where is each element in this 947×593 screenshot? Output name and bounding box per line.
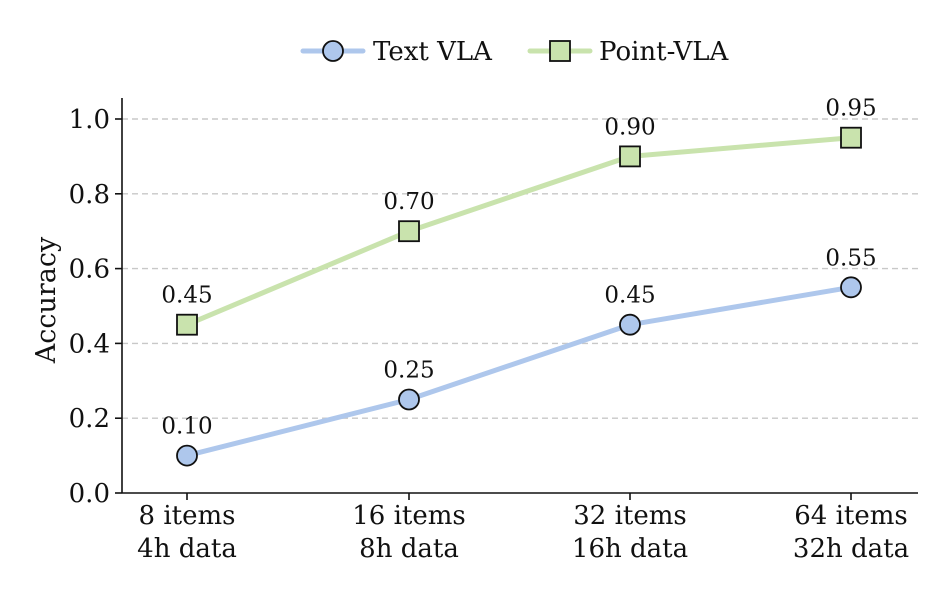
legend-marker-square	[549, 40, 571, 62]
x-tick-label: 64 items 32h data	[793, 501, 909, 564]
series-line-point-vla	[184, 135, 854, 328]
data-point	[398, 220, 420, 243]
y-tick-label: 0.0	[69, 479, 110, 509]
x-tick-label-line: 8 items	[139, 501, 236, 531]
x-tick-label: 32 items 16h data	[572, 501, 688, 564]
data-point	[840, 276, 862, 299]
legend-label: Point-VLA	[599, 37, 730, 67]
legend: Text VLA Point-VLA	[300, 37, 730, 67]
data-label: 0.70	[383, 189, 434, 215]
series-line-text-vla	[184, 284, 854, 459]
data-label: 0.25	[383, 358, 434, 384]
x-tick-label-line: 4h data	[137, 534, 237, 564]
data-point	[398, 388, 420, 411]
x-tick-label-line: 16 items	[352, 501, 466, 531]
y-tick-label: 0.2	[69, 404, 110, 434]
legend-marker-circle	[322, 40, 344, 62]
data-label: 0.10	[161, 414, 212, 440]
data-label: 0.55	[825, 245, 876, 271]
y-tick-label: 0.6	[69, 255, 110, 285]
y-tick-label: 0.4	[69, 329, 110, 359]
data-point	[176, 313, 198, 336]
x-tick-label-line: 32h data	[793, 534, 909, 564]
legend-label: Text VLA	[373, 37, 493, 67]
data-point	[619, 145, 641, 168]
data-label: 0.45	[161, 283, 212, 309]
x-tick-label-line: 32 items	[573, 501, 687, 531]
x-tick-label-line: 16h data	[572, 534, 688, 564]
y-tick-label: 1.0	[69, 105, 110, 135]
data-label: 0.95	[825, 96, 876, 122]
data-point	[840, 126, 862, 149]
x-tick-label-line: 64 items	[794, 501, 908, 531]
data-point	[176, 444, 198, 467]
x-tick-label-line: 8h data	[359, 534, 459, 564]
x-tick-label: 16 items 8h data	[352, 501, 466, 564]
y-axis-label: Accuracy	[31, 236, 62, 364]
data-label: 0.45	[604, 283, 655, 309]
data-point	[619, 313, 641, 336]
data-label: 0.90	[604, 114, 655, 140]
x-tick-label: 8 items 4h data	[137, 501, 237, 564]
axes: 0.0 0.2 0.4 0.6 0.8 1.0 8 items 4h data 16 items…	[69, 98, 918, 564]
series-group: 0.10 0.25 0.45 0.55 0.45 0.70 0.90 0.95	[161, 96, 877, 467]
gridlines	[122, 118, 918, 419]
y-tick-label: 0.8	[69, 180, 110, 210]
